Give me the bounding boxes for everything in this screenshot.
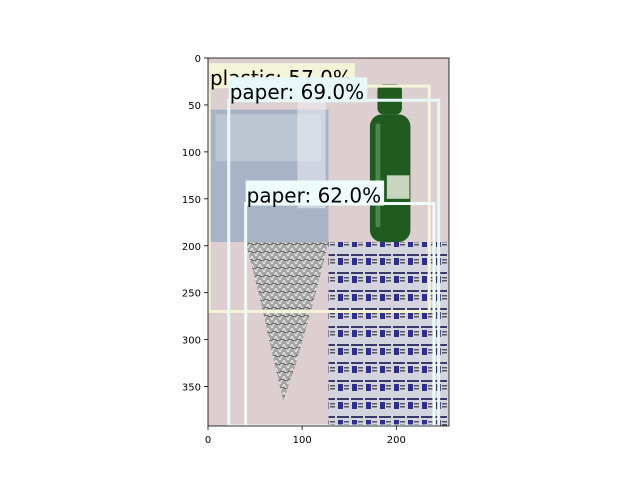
detection-label-text: paper: 69.0% <box>230 80 364 104</box>
y-tick-label: 200 <box>182 242 201 253</box>
detection-label-background <box>245 180 385 206</box>
detection-label-background <box>228 77 368 103</box>
x-tick-label: 100 <box>293 435 312 446</box>
y-tick-label: 0 <box>195 54 201 65</box>
y-tick-label: 250 <box>182 289 201 300</box>
photo-image <box>208 58 449 426</box>
x-tick-label: 200 <box>387 435 406 446</box>
y-tick-label: 50 <box>188 101 201 112</box>
y-tick-label: 300 <box>182 336 201 347</box>
detection-labels: plastic: 57.0%paper: 69.0%paper: 62.0% <box>208 63 385 208</box>
detection-label-text: paper: 62.0% <box>247 184 381 208</box>
axes-frame <box>207 57 450 427</box>
detection-label-2: paper: 69.0% <box>228 77 368 104</box>
y-tick-label: 350 <box>182 383 201 394</box>
image-region-newspaper <box>328 242 449 426</box>
x-tick-label: 0 <box>205 435 211 446</box>
axes: 0 100 200 0 50 100 150 200 250 300 350 <box>182 54 450 446</box>
detection-label-3: paper: 62.0% <box>245 180 385 208</box>
bottle-label <box>386 175 410 199</box>
y-tick-label: 100 <box>182 148 201 159</box>
bottle-shine <box>375 123 381 227</box>
y-tick-label: 150 <box>182 195 201 206</box>
foil-piece <box>245 242 329 401</box>
